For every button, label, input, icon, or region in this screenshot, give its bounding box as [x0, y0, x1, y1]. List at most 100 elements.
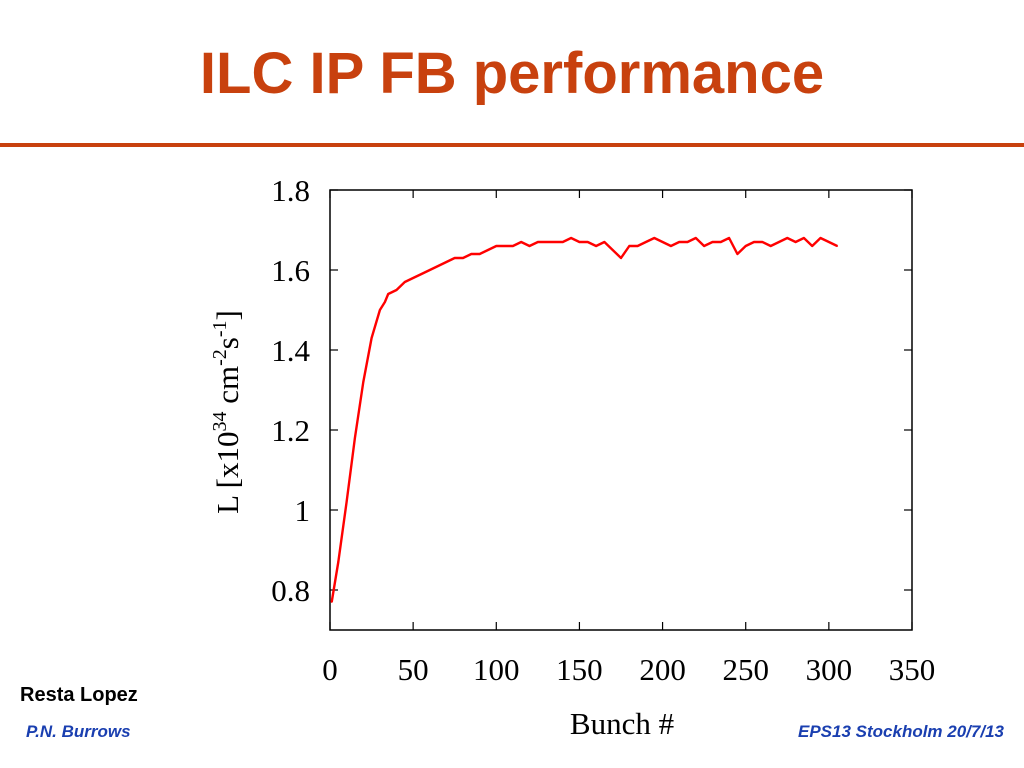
slide-title: ILC IP FB performance — [199, 41, 825, 106]
data-point-38 — [636, 245, 639, 247]
luminosity-line-0 — [330, 236, 838, 603]
data-point-28 — [553, 241, 556, 243]
x-axis-label: Bunch # — [570, 706, 674, 741]
x-tick-label-1: 50 — [398, 652, 429, 687]
data-point-40 — [653, 237, 656, 239]
y-tick-label-0: 0.8 — [271, 573, 310, 608]
data-point-57 — [794, 241, 797, 243]
data-point-50 — [736, 253, 739, 255]
author-name: Resta Lopez — [20, 684, 138, 706]
data-point-36 — [620, 257, 622, 259]
data-point-23 — [512, 245, 514, 247]
data-point-17 — [462, 257, 464, 259]
data-point-9 — [395, 289, 398, 291]
data-point-45 — [694, 237, 697, 239]
data-point-56 — [786, 237, 789, 239]
data-point-47 — [711, 241, 714, 243]
data-point-54 — [769, 245, 772, 247]
data-point-15 — [445, 261, 448, 263]
y-tick-label-5: 1.8 — [271, 173, 310, 208]
ylabel-exp-minus1: -1 — [209, 320, 231, 337]
ylabel-base: L [x10 — [210, 432, 245, 514]
x-tick-label-2: 100 — [473, 652, 520, 687]
data-point-10 — [403, 281, 406, 283]
data-point-16 — [453, 257, 456, 259]
title-divider — [0, 143, 1024, 147]
data-point-19 — [478, 253, 481, 255]
data-point-31 — [578, 241, 581, 243]
data-point-42 — [670, 245, 672, 247]
data-point-8 — [387, 293, 390, 295]
data-point-33 — [595, 245, 597, 247]
data-point-61 — [828, 241, 830, 243]
data-point-44 — [686, 241, 689, 243]
y-tick-label-2: 1.2 — [271, 413, 310, 448]
data-point-24 — [520, 241, 523, 243]
data-point-46 — [703, 245, 705, 247]
ylabel-bracket: ] — [210, 310, 245, 320]
data-point-52 — [753, 241, 755, 243]
axis-ticks — [329, 189, 913, 630]
data-point-59 — [811, 245, 814, 247]
ylabel-exp-minus2: -2 — [209, 349, 231, 366]
svg-text:L [x1034 cm-2s-1]: L [x1034 cm-2s-1] — [209, 310, 245, 514]
x-tick-label-3: 150 — [556, 652, 603, 687]
data-point-2 — [345, 501, 348, 503]
x-tick-label-4: 200 — [639, 652, 686, 687]
x-tick-label-7: 350 — [889, 652, 936, 687]
data-point-1 — [337, 561, 340, 563]
data-point-41 — [661, 241, 664, 243]
data-point-6 — [379, 309, 381, 311]
data-point-29 — [561, 241, 564, 243]
y-tick-label-3: 1.4 — [271, 333, 310, 368]
data-point-30 — [570, 237, 572, 239]
x-tick-labels: 0 50 100 150 200 250 300 350 — [322, 652, 935, 687]
data-point-34 — [603, 241, 606, 243]
data-point-62 — [836, 245, 839, 247]
x-tick-label-6: 300 — [806, 652, 853, 687]
data-point-0 — [330, 601, 333, 603]
data-point-39 — [645, 241, 647, 243]
data-point-13 — [428, 269, 431, 271]
data-point-5 — [370, 337, 373, 339]
data-point-27 — [545, 241, 548, 243]
data-point-7 — [384, 301, 386, 303]
x-tick-label-0: 0 — [322, 652, 338, 687]
data-point-55 — [778, 241, 780, 243]
data-point-26 — [537, 241, 539, 243]
data-point-20 — [487, 249, 489, 251]
data-point-12 — [420, 273, 423, 275]
data-point-32 — [586, 241, 589, 243]
data-point-48 — [719, 241, 722, 243]
plot-frame — [329, 189, 913, 631]
data-point-4 — [362, 381, 365, 383]
data-point-60 — [819, 237, 822, 239]
data-point-22 — [503, 245, 506, 247]
data-point-51 — [744, 245, 747, 247]
ylabel-unit-cm: cm — [210, 366, 245, 412]
data-point-11 — [412, 277, 414, 279]
x-tick-label-5: 250 — [722, 652, 769, 687]
data-point-25 — [528, 245, 531, 247]
y-tick-label-4: 1.6 — [271, 253, 310, 288]
data-point-21 — [495, 245, 498, 247]
plot-border — [329, 189, 913, 631]
data-point-35 — [611, 249, 614, 251]
data-point-14 — [437, 265, 439, 267]
presenter-name: P.N. Burrows — [26, 722, 131, 741]
data-point-49 — [728, 237, 730, 239]
data-point-3 — [354, 437, 356, 439]
conference-info: EPS13 Stockholm 20/7/13 — [798, 722, 1004, 741]
data-series — [330, 236, 839, 603]
y-tick-label-1: 1 — [295, 493, 311, 528]
data-point-37 — [628, 245, 631, 247]
y-tick-labels: 0.8 1 1.2 1.4 1.6 1.8 — [271, 173, 310, 608]
ylabel-unit-s: s — [210, 337, 245, 349]
ylabel-exp-34: 34 — [209, 412, 231, 432]
data-point-18 — [470, 253, 473, 255]
data-point-43 — [678, 241, 681, 243]
y-axis-label: L [x1034 cm-2s-1] — [209, 310, 245, 514]
data-point-53 — [761, 241, 764, 243]
data-point-58 — [803, 237, 805, 239]
